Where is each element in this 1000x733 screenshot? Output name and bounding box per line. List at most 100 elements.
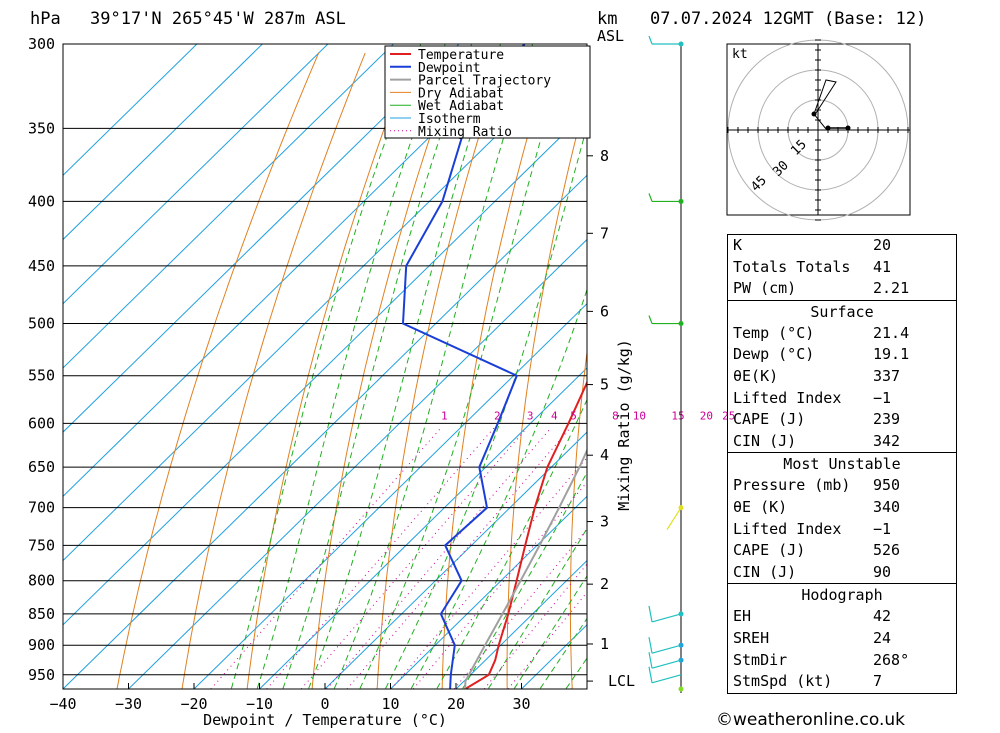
- pressure-tick-label: 900: [28, 636, 55, 654]
- hodograph-unit: kt: [732, 47, 748, 62]
- most-unstable-key: CIN (J): [733, 562, 797, 581]
- wet-adiabat-line: [436, 398, 587, 689]
- unit-km-label: km: [597, 9, 618, 29]
- mixing-ratio-label: 25: [722, 409, 735, 422]
- surface-key: CIN (J): [733, 431, 797, 450]
- most-unstable-key: Lifted Index: [733, 519, 842, 538]
- wind-barb: [666, 507, 682, 530]
- x-axis-title: Dewpoint / Temperature (°C): [203, 711, 447, 729]
- surface-row: Lifted Index −1: [728, 388, 956, 410]
- wet-adiabat-line: [256, 44, 446, 689]
- datetime-title: 07.07.2024 12GMT (Base: 12): [650, 9, 927, 29]
- most-unstable-value: 90: [873, 562, 892, 581]
- legend-label: Dewpoint: [418, 61, 481, 76]
- surface-key: Dewp (°C): [733, 345, 815, 364]
- dry-adiabat-line: [246, 52, 413, 689]
- pressure-tick-label: 300: [28, 35, 55, 53]
- km-tick-label: 2: [600, 575, 609, 593]
- pressure-tick-label: 750: [28, 536, 55, 554]
- wind-barb: [648, 315, 653, 324]
- surface-key: θE(K): [733, 366, 779, 385]
- unit-asl-label: ASL: [597, 27, 625, 45]
- wet-adiabat-line: [230, 44, 422, 689]
- wet-adiabat-line: [410, 288, 587, 689]
- wet-adiabat-line: [308, 44, 501, 689]
- index-row: PW (cm) 2.21: [728, 278, 956, 300]
- isotherm-line: [259, 367, 587, 689]
- hodograph-key: SREH: [733, 628, 770, 647]
- surface-value: 19.1: [873, 345, 910, 364]
- km-tick-label: 6: [600, 302, 609, 320]
- most-unstable-key: CAPE (J): [733, 541, 806, 560]
- hodograph-key: StmSpd (kt): [733, 672, 833, 691]
- surface-row: θE(K) 337: [728, 366, 956, 388]
- isotherm-line: [128, 238, 587, 689]
- wind-barb: [648, 652, 653, 669]
- most-unstable-header: Most Unstable: [728, 452, 956, 475]
- wind-profile: [648, 35, 684, 693]
- wet-adiabat-line: [333, 44, 534, 689]
- surface-key: CAPE (J): [733, 410, 806, 429]
- most-unstable-value: −1: [873, 519, 892, 538]
- isotherm-line: [63, 44, 198, 176]
- wind-barb: [651, 644, 682, 654]
- pressure-tick-label: 800: [28, 572, 55, 590]
- wind-barb: [651, 659, 682, 669]
- isotherm-line: [63, 44, 263, 241]
- indices-table: K 20 Totals Totals 41 PW (cm) 2.21 Surface Te…: [727, 234, 957, 694]
- index-key: Totals Totals: [733, 257, 851, 276]
- dry-adiabat-line: [376, 52, 506, 689]
- x-tick-label: 0: [320, 695, 329, 713]
- mixing-ratio-axis-title: Mixing Ratio (g/kg): [615, 339, 633, 511]
- wet-adiabat-line: [539, 617, 587, 689]
- km-tick-label: LCL: [608, 672, 635, 690]
- pressure-tick-label: 850: [28, 605, 55, 623]
- credit-link[interactable]: ©weatheronline.co.uk: [716, 710, 906, 730]
- x-tick-label: −40: [49, 695, 76, 713]
- mixing-ratio-label: 10: [633, 409, 646, 422]
- wind-barb: [648, 193, 653, 202]
- mixing-ratio-label: 20: [700, 409, 713, 422]
- wind-level-dot: [678, 686, 684, 692]
- pressure-tick-label: 700: [28, 499, 55, 517]
- most-unstable-value: 526: [873, 541, 901, 560]
- pressure-tick-label: 500: [28, 315, 55, 333]
- most-unstable-row: CIN (J) 90: [728, 562, 956, 584]
- pressure-tick-label: 350: [28, 119, 55, 137]
- mixing-ratio-label: 8: [612, 409, 619, 422]
- x-tick-label: −30: [115, 695, 142, 713]
- most-unstable-key: θE (K): [733, 497, 788, 516]
- hodograph-value: 42: [873, 607, 892, 626]
- pressure-tick-label: 600: [28, 414, 55, 432]
- wind-barb: [648, 35, 653, 45]
- pressure-tick-label: 650: [28, 458, 55, 476]
- hodograph-point: [811, 111, 817, 117]
- most-unstable-value: 950: [873, 476, 901, 495]
- wind-barb: [648, 637, 653, 654]
- isotherm-line: [63, 44, 460, 433]
- legend-label: Isotherm: [418, 112, 481, 127]
- most-unstable-row: CAPE (J) 526: [728, 540, 956, 562]
- x-tick-label: 10: [381, 695, 399, 713]
- pressure-tick-label: 450: [28, 257, 55, 275]
- wind-barb: [648, 666, 653, 683]
- mixing-ratio-label: 3: [527, 409, 534, 422]
- most-unstable-row: Pressure (mb) 950: [728, 475, 956, 497]
- isotherm-line: [63, 174, 587, 689]
- isotherm-line: [63, 46, 587, 562]
- pressure-tick-label: 950: [28, 666, 55, 684]
- legend-label: Wet Adiabat: [418, 99, 504, 114]
- hodograph-row: SREH 24: [728, 628, 956, 650]
- wet-adiabat-line: [359, 44, 570, 689]
- pressure-tick-label: 400: [28, 192, 55, 210]
- chart-axes: 1 2 3 4 5 8 10 15 20 2530035040045050055060065070…: [28, 35, 735, 729]
- pressure-tick-label: 550: [28, 367, 55, 385]
- km-tick-label: 5: [600, 376, 609, 394]
- index-value: 20: [873, 236, 892, 254]
- wind-barb: [651, 613, 682, 623]
- x-tick-label: 30: [512, 695, 530, 713]
- dewpoint-trace: [401, 44, 526, 689]
- isotherm-line: [455, 559, 587, 689]
